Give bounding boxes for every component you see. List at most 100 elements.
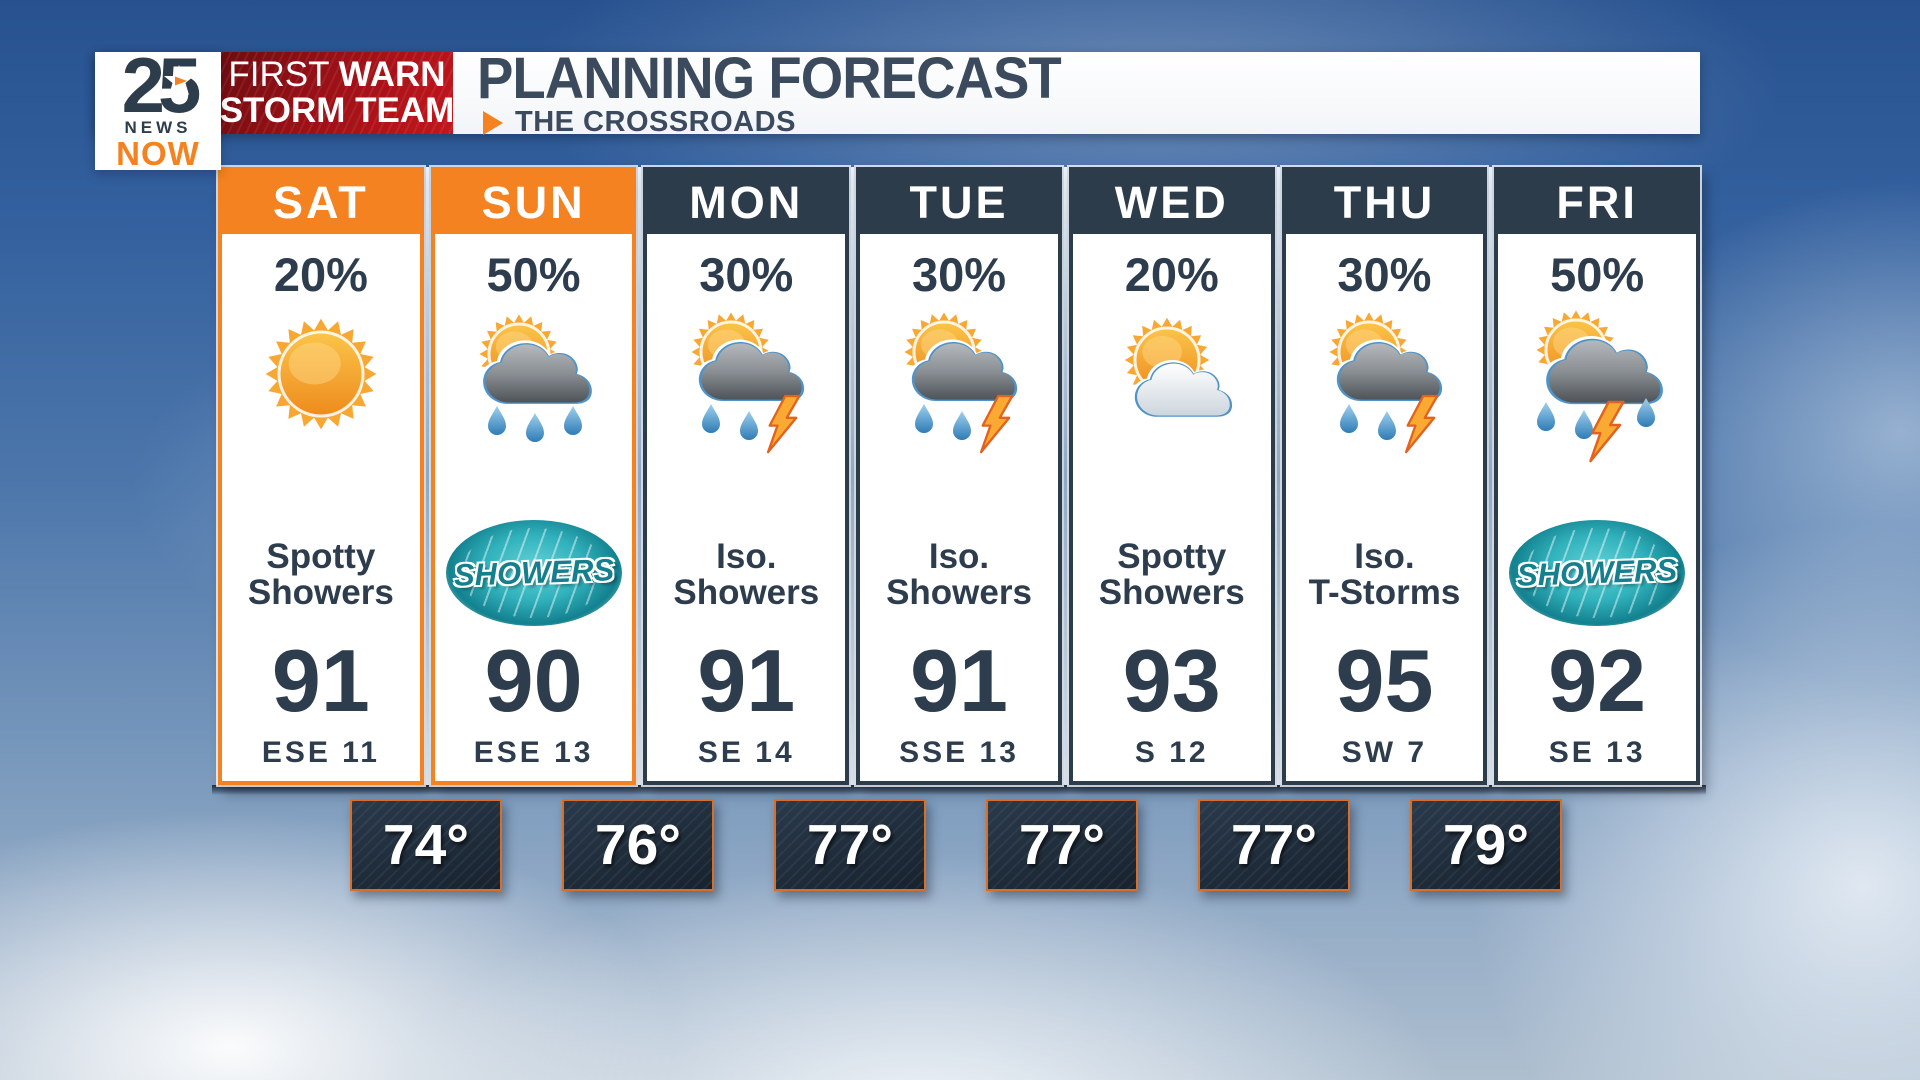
day-header: THU	[1285, 171, 1484, 234]
sun-storm-rain-icon	[1536, 310, 1669, 463]
column-spacer	[222, 450, 420, 521]
first-warn-storm-team-badge: FIRST WARN STORM TEAM	[219, 52, 455, 134]
badge-oval	[445, 520, 622, 626]
day-header: MON	[647, 171, 846, 234]
condition-label: Spotty Showers	[1073, 521, 1271, 629]
page-title: PLANNING FORECAST	[477, 46, 1062, 111]
precip-chance: 50%	[1550, 247, 1645, 301]
weather-icon-box	[1073, 312, 1271, 450]
condition-line: Spotty	[266, 536, 376, 576]
weather-icon-box	[435, 312, 633, 450]
wind-label: ESE 11	[261, 736, 380, 769]
sun-cloud-icon	[1124, 317, 1237, 420]
column-spacer	[1286, 450, 1484, 521]
play-triangle-icon	[483, 110, 503, 135]
logo-number: 25	[121, 41, 202, 129]
star-icon	[163, 65, 194, 95]
precip-chance: 50%	[486, 247, 581, 301]
panel-shadow	[212, 785, 1706, 795]
day-column-wed: WED 20% Spotty Showers 93 S 12	[1068, 167, 1280, 785]
badge-oval	[1509, 520, 1686, 626]
logo-news-label: NEWS	[124, 117, 192, 137]
column-spacer	[435, 450, 633, 521]
day-column-thu: THU 30% Iso. T-Storms 95 SW 7	[1281, 167, 1493, 785]
wind-label: S 12	[1134, 736, 1209, 769]
condition-line: Iso.	[928, 536, 990, 576]
low-temp-box: 77°	[774, 799, 926, 891]
condition-line: Spotty	[1117, 536, 1227, 576]
condition-label: SHOWERS	[1498, 520, 1696, 629]
condition-line: Showers	[886, 573, 1032, 612]
precip-chance: 30%	[699, 247, 794, 301]
overnight-lows-row: 74° 76° 77° 77° 77° 79°	[350, 799, 1562, 891]
badge-rain-streaks	[459, 528, 608, 618]
weather-icon-box	[647, 312, 845, 454]
high-temp: 91	[271, 631, 370, 731]
precip-chance: 30%	[1337, 247, 1432, 301]
high-temp: 91	[910, 631, 1008, 731]
high-temp: 95	[1335, 631, 1434, 731]
condition-line: Showers	[1098, 573, 1245, 612]
high-temp: 93	[1122, 631, 1221, 731]
day-column-fri: FRI 50% SHOWERS 92 SE 13	[1494, 167, 1701, 785]
weather-icon-box	[1286, 312, 1484, 454]
low-temp-box: 74°	[350, 799, 502, 891]
badge-text: SHOWERS	[452, 552, 615, 593]
low-temp-box: 79°	[1410, 799, 1562, 891]
header-strip: FIRST WARN STORM TEAM PLANNING FORECAST …	[95, 46, 1700, 139]
forecast-panel: SAT 20% Spotty Showers 91 ESE 11 SUN 50% …	[218, 167, 1701, 785]
badge-text: SHOWERS	[1516, 552, 1678, 593]
column-spacer	[647, 450, 845, 521]
badge-rain-streaks	[1523, 528, 1672, 618]
sun-cloud-rain-lightning-icon	[691, 312, 809, 454]
low-temp-box: 76°	[562, 799, 714, 891]
condition-label: SHOWERS	[435, 520, 633, 629]
first-label: FIRST	[228, 55, 339, 95]
logo-now-label: NOW	[116, 134, 200, 172]
day-header: WED	[1072, 171, 1271, 234]
badge-line-1: FIRST WARN	[228, 57, 445, 93]
sun-cloud-rain-lightning-icon	[904, 312, 1022, 454]
warn-label: WARN	[338, 55, 446, 95]
day-header: SAT	[222, 171, 420, 234]
precip-chance: 30%	[911, 247, 1007, 301]
column-spacer	[1073, 450, 1271, 521]
condition-label: Iso. T-Storms	[1286, 521, 1484, 629]
day-column-sun: SUN 50% SHOWERS 90 ESE 13	[430, 167, 642, 785]
wind-label: SE 14	[697, 736, 795, 769]
condition-line: Iso.	[1354, 536, 1415, 576]
condition-line: T-Storms	[1308, 573, 1461, 612]
day-column-sat: SAT 20% Spotty Showers 91 ESE 11	[218, 167, 429, 785]
wind-label: SW 7	[1341, 736, 1428, 769]
wind-label: SSE 13	[899, 736, 1019, 769]
sun-icon	[265, 318, 377, 430]
title-block: PLANNING FORECAST THE CROSSROADS	[477, 46, 1098, 139]
weather-icon-box	[222, 312, 420, 450]
badge-line-2: STORM TEAM	[219, 91, 455, 130]
showers-badge: SHOWERS	[1509, 520, 1686, 626]
sun-cloud-rain-lightning-icon	[1329, 312, 1448, 454]
condition-label: Iso. Showers	[860, 521, 1058, 629]
sun-cloud-rain-icon	[478, 314, 597, 442]
station-logo: 25 NEWS NOW	[95, 41, 221, 172]
condition-line: Showers	[673, 573, 820, 612]
condition-line: Iso.	[716, 536, 777, 576]
low-temp-box: 77°	[1198, 799, 1350, 891]
wind-label: SE 13	[1548, 736, 1646, 769]
column-spacer	[860, 450, 1058, 521]
showers-badge: SHOWERS	[445, 520, 622, 626]
condition-label: Spotty Showers	[222, 521, 420, 629]
location-label: THE CROSSROADS	[515, 106, 796, 138]
precip-chance: 20%	[1124, 247, 1219, 301]
condition-line: Showers	[247, 573, 394, 612]
wind-label: ESE 13	[473, 736, 594, 769]
day-column-tue: TUE 30% Iso. Showers 91 SSE 13	[856, 167, 1067, 785]
precip-chance: 20%	[273, 247, 368, 301]
column-spacer	[1498, 450, 1696, 521]
day-header: SUN	[434, 171, 633, 234]
day-header: FRI	[1498, 171, 1697, 234]
high-temp: 92	[1548, 631, 1647, 731]
weather-icon-box	[860, 312, 1058, 454]
condition-label: Iso. Showers	[647, 521, 845, 629]
